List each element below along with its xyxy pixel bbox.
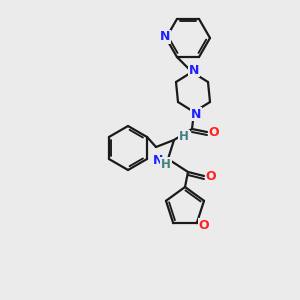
Text: N: N	[153, 154, 163, 167]
Text: N: N	[189, 64, 199, 76]
Text: O: O	[209, 125, 219, 139]
Text: N: N	[160, 31, 170, 44]
Text: O: O	[206, 169, 216, 182]
Text: H: H	[179, 130, 189, 143]
Text: H: H	[161, 158, 171, 170]
Text: N: N	[191, 107, 201, 121]
Text: O: O	[198, 219, 209, 232]
